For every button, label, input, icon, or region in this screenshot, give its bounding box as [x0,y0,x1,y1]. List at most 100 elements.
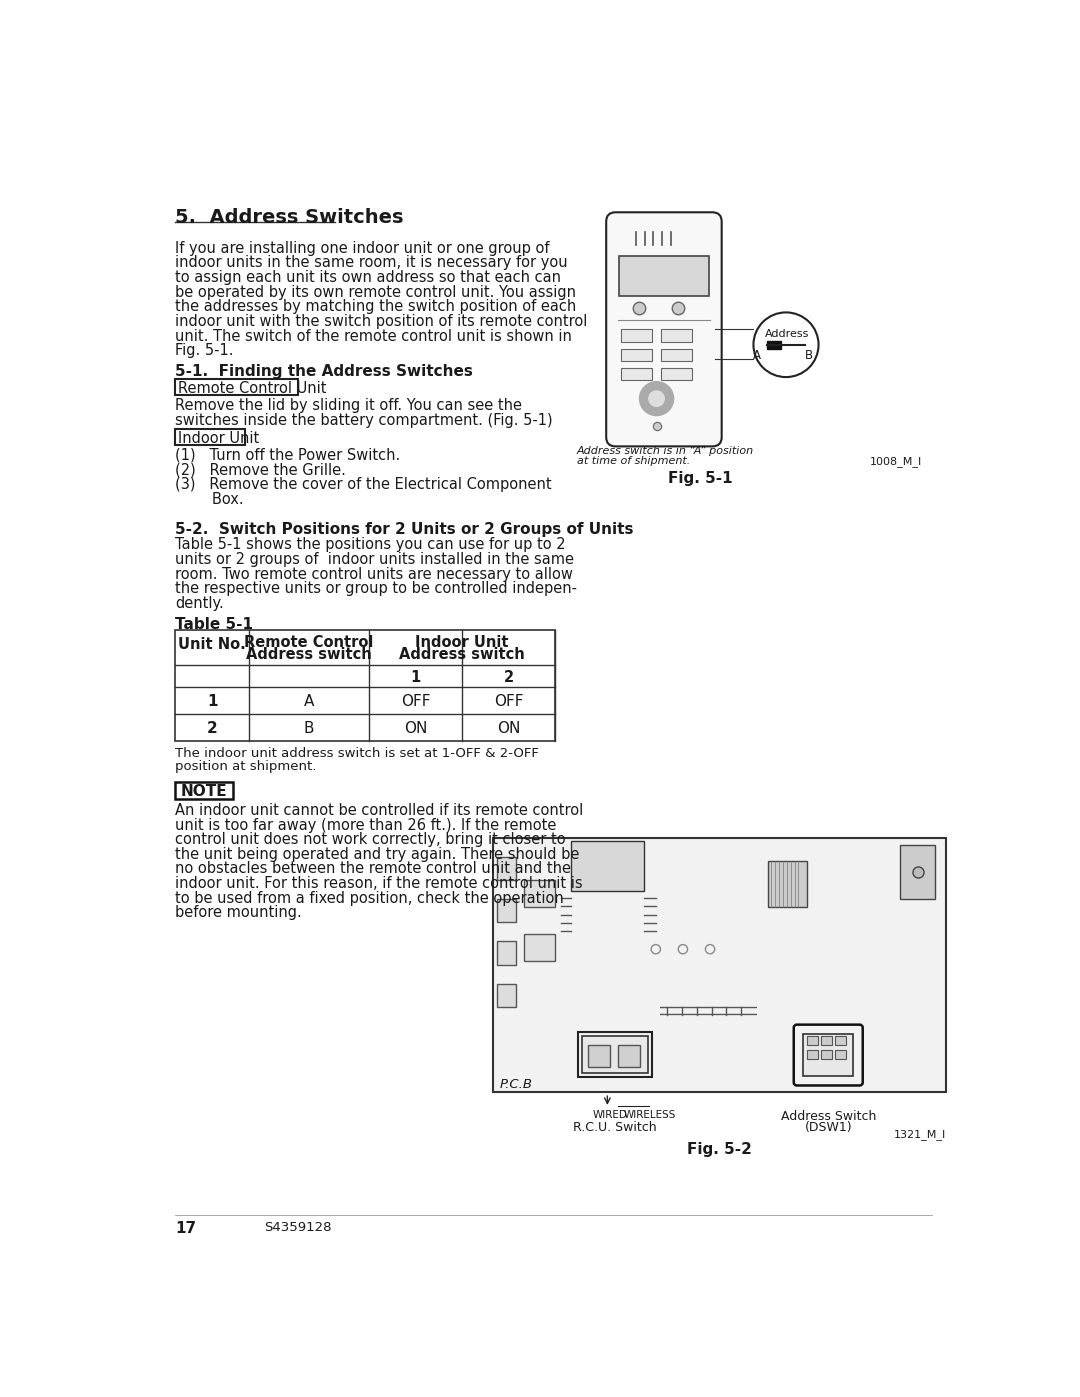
Text: no obstacles between the remote control unit and the: no obstacles between the remote control … [175,862,571,876]
Circle shape [639,381,674,415]
Text: Table 5-1: Table 5-1 [175,616,254,631]
Text: Table 5-1 shows the positions you can use for up to 2: Table 5-1 shows the positions you can us… [175,538,566,552]
Bar [524,880,555,907]
Bar [835,1037,846,1045]
Text: at time of shipment.: at time of shipment. [577,457,690,467]
Bar [821,1051,832,1059]
Bar [768,341,781,349]
Text: Remote Control Unit: Remote Control Unit [178,381,327,395]
Text: Remove the lid by sliding it off. You can see the: Remove the lid by sliding it off. You ca… [175,398,523,414]
Text: ON: ON [404,721,428,736]
Text: 17: 17 [175,1221,197,1236]
Bar [621,349,652,360]
Text: P.C.B: P.C.B [499,1077,532,1091]
Text: Indoor Unit: Indoor Unit [178,432,259,446]
Text: Address switch: Address switch [246,647,372,662]
Text: units or 2 groups of  indoor units installed in the same: units or 2 groups of indoor units instal… [175,552,575,567]
Bar [494,838,946,1091]
Text: B: B [806,349,813,362]
Text: before mounting.: before mounting. [175,905,302,921]
Text: An indoor unit cannot be controlled if its remote control: An indoor unit cannot be controlled if i… [175,803,583,817]
Text: NOTE: NOTE [181,784,228,799]
Bar [807,1051,818,1059]
Text: (3)   Remove the cover of the Electrical Component: (3) Remove the cover of the Electrical C… [175,478,552,492]
Text: A: A [303,694,314,710]
Bar [661,330,692,342]
Text: B: B [303,721,314,736]
Text: indoor units in the same room, it is necessary for you: indoor units in the same room, it is nec… [175,256,568,271]
Text: unit is too far away (more than 26 ft.). If the remote: unit is too far away (more than 26 ft.).… [175,817,556,833]
Bar [807,1037,818,1045]
FancyBboxPatch shape [606,212,721,447]
Text: Indoor Unit: Indoor Unit [416,636,509,650]
Bar [804,1034,853,1076]
Text: indoor unit. For this reason, if the remote control unit is: indoor unit. For this reason, if the rem… [175,876,583,891]
Text: Address Switch: Address Switch [781,1111,876,1123]
Text: 2: 2 [206,721,217,736]
Bar [497,900,516,922]
Text: the unit being operated and try again. There should be: the unit being operated and try again. T… [175,847,580,862]
Text: A: A [753,349,760,362]
Text: OFF: OFF [401,694,430,710]
Text: be operated by its own remote control unit. You assign: be operated by its own remote control un… [175,285,577,300]
Text: 2: 2 [503,669,514,685]
Bar [175,380,298,395]
Text: The indoor unit address switch is set at 1-OFF & 2-OFF: The indoor unit address switch is set at… [175,746,539,760]
Text: unit. The switch of the remote control unit is shown in: unit. The switch of the remote control u… [175,328,572,344]
Text: switches inside the battery compartment. (Fig. 5-1): switches inside the battery compartment.… [175,412,553,427]
Bar [175,429,245,444]
Bar [821,1037,832,1045]
Text: Unit No.: Unit No. [178,637,246,651]
Text: WIRED: WIRED [593,1111,627,1120]
Text: Address: Address [766,330,810,339]
Text: 1: 1 [410,669,421,685]
Text: dently.: dently. [175,595,224,610]
Bar [175,630,555,740]
Text: R.C.U. Switch: R.C.U. Switch [573,1120,657,1134]
Text: Fig. 5-2: Fig. 5-2 [687,1143,752,1158]
Bar [768,861,807,907]
Text: Address switch is in “A” position: Address switch is in “A” position [577,447,754,457]
Text: indoor unit with the switch position of its remote control: indoor unit with the switch position of … [175,314,588,328]
Bar [835,1051,846,1059]
Bar [661,367,692,380]
Bar [175,782,233,799]
Text: Address switch: Address switch [400,647,525,662]
Bar [582,1037,648,1073]
Text: WIRELESS: WIRELESS [624,1111,676,1120]
Bar [497,856,516,880]
Circle shape [649,391,664,407]
Text: OFF: OFF [494,694,524,710]
Text: the respective units or group to be controlled indepen-: the respective units or group to be cont… [175,581,578,597]
Text: to assign each unit its own address so that each can: to assign each unit its own address so t… [175,270,562,285]
Text: 1: 1 [207,694,217,710]
Text: (1)   Turn off the Power Switch.: (1) Turn off the Power Switch. [175,448,401,462]
Text: control unit does not work correctly, bring it closer to: control unit does not work correctly, br… [175,833,566,847]
Bar [497,983,516,1007]
Text: Fig. 5-1.: Fig. 5-1. [175,344,233,358]
Bar [497,942,516,964]
Bar [621,330,652,342]
Text: Remote Control: Remote Control [244,636,374,650]
Bar [900,845,935,900]
Text: Box.: Box. [175,492,244,507]
Bar [570,841,644,891]
Text: 1321_M_I: 1321_M_I [894,1129,946,1140]
Text: (2)   Remove the Grille.: (2) Remove the Grille. [175,462,347,478]
Text: room. Two remote control units are necessary to allow: room. Two remote control units are neces… [175,567,573,581]
Text: 1008_M_I: 1008_M_I [869,457,921,467]
Bar [524,933,555,961]
Bar [578,1032,652,1077]
Text: the addresses by matching the switch position of each: the addresses by matching the switch pos… [175,299,577,314]
Bar [619,256,708,296]
Text: If you are installing one indoor unit or one group of: If you are installing one indoor unit or… [175,240,550,256]
Bar [661,349,692,360]
Text: 5-1.  Finding the Address Switches: 5-1. Finding the Address Switches [175,365,473,379]
Bar [621,367,652,380]
Text: (DSW1): (DSW1) [805,1120,852,1134]
Bar [589,1045,610,1067]
Text: 5-2.  Switch Positions for 2 Units or 2 Groups of Units: 5-2. Switch Positions for 2 Units or 2 G… [175,522,634,536]
Text: Fig. 5-1: Fig. 5-1 [669,471,733,486]
Text: ON: ON [497,721,521,736]
Text: position at shipment.: position at shipment. [175,760,316,773]
